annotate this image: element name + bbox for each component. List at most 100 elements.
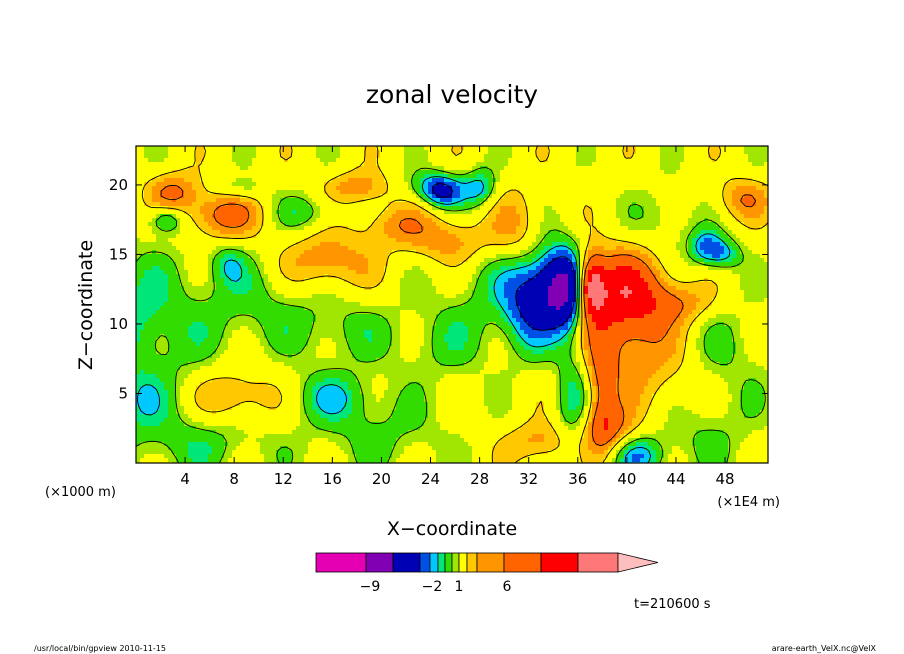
field-cell bbox=[540, 190, 545, 195]
field-cell bbox=[244, 162, 249, 167]
field-cell bbox=[508, 242, 513, 247]
field-cell bbox=[736, 206, 741, 211]
field-cell bbox=[336, 258, 341, 263]
field-cell bbox=[508, 226, 513, 231]
field-cell bbox=[752, 202, 757, 207]
field-cell bbox=[692, 146, 697, 151]
field-cell bbox=[476, 202, 481, 207]
field-cell bbox=[248, 270, 253, 275]
field-cell bbox=[512, 178, 517, 183]
field-cell bbox=[752, 246, 757, 251]
field-cell bbox=[504, 270, 509, 275]
field-cell bbox=[380, 226, 385, 231]
field-cell bbox=[148, 266, 153, 271]
field-cell bbox=[664, 218, 669, 223]
field-cell bbox=[256, 226, 261, 231]
field-cell bbox=[320, 270, 325, 275]
field-cell bbox=[468, 258, 473, 263]
field-cell bbox=[652, 218, 657, 223]
field-cell bbox=[664, 174, 669, 179]
field-cell bbox=[140, 158, 145, 163]
field-cell bbox=[232, 270, 237, 275]
field-cell bbox=[316, 146, 321, 151]
field-cell bbox=[136, 230, 141, 235]
field-cell bbox=[324, 246, 329, 251]
field-cell bbox=[476, 214, 481, 219]
field-cell bbox=[180, 146, 185, 151]
field-cell bbox=[140, 270, 145, 275]
field-cell bbox=[192, 266, 197, 271]
field-cell bbox=[532, 266, 537, 271]
field-cell bbox=[152, 150, 157, 155]
field-cell bbox=[752, 150, 757, 155]
field-cell bbox=[644, 250, 649, 255]
field-cell bbox=[432, 170, 437, 175]
field-cell bbox=[328, 154, 333, 159]
field-cell bbox=[680, 194, 685, 199]
field-cell bbox=[468, 242, 473, 247]
field-cell bbox=[508, 250, 513, 255]
field-cell bbox=[440, 242, 445, 247]
field-cell bbox=[640, 194, 645, 199]
field-cell bbox=[596, 146, 601, 151]
field-cell bbox=[564, 234, 569, 239]
field-cell bbox=[724, 214, 729, 219]
field-cell bbox=[648, 150, 653, 155]
field-cell bbox=[684, 234, 689, 239]
field-cell bbox=[304, 182, 309, 187]
field-cell bbox=[692, 214, 697, 219]
field-cell bbox=[200, 222, 205, 227]
field-cell bbox=[384, 238, 389, 243]
field-cell bbox=[444, 218, 449, 223]
field-cell bbox=[168, 238, 173, 243]
field-cell bbox=[444, 226, 449, 231]
field-cell bbox=[524, 198, 529, 203]
field-cell bbox=[424, 206, 429, 211]
field-cell bbox=[316, 266, 321, 271]
field-cell bbox=[416, 246, 421, 251]
field-cell bbox=[452, 238, 457, 243]
field-cell bbox=[552, 250, 557, 255]
field-cell bbox=[452, 166, 457, 171]
field-cell bbox=[708, 202, 713, 207]
field-cell bbox=[288, 198, 293, 203]
field-cell bbox=[296, 202, 301, 207]
field-cell bbox=[544, 202, 549, 207]
field-cell bbox=[552, 218, 557, 223]
field-cell bbox=[388, 238, 393, 243]
field-cell bbox=[312, 218, 317, 223]
field-cell bbox=[248, 246, 253, 251]
field-cell bbox=[560, 186, 565, 191]
field-cell bbox=[372, 174, 377, 179]
field-cell bbox=[744, 254, 749, 259]
field-cell bbox=[240, 254, 245, 259]
field-cell bbox=[604, 150, 609, 155]
field-cell bbox=[688, 226, 693, 231]
field-cell bbox=[760, 202, 765, 207]
field-cell bbox=[568, 222, 573, 227]
field-cell bbox=[392, 270, 397, 275]
field-cell bbox=[508, 162, 513, 167]
field-cell bbox=[444, 162, 449, 167]
field-cell bbox=[728, 218, 733, 223]
field-cell bbox=[644, 190, 649, 195]
field-cell bbox=[456, 222, 461, 227]
field-cell bbox=[632, 234, 637, 239]
field-cell bbox=[744, 222, 749, 227]
field-cell bbox=[732, 254, 737, 259]
field-cell bbox=[748, 262, 753, 267]
field-cell bbox=[708, 154, 713, 159]
field-cell bbox=[672, 206, 677, 211]
field-cell bbox=[596, 194, 601, 199]
field-cell bbox=[468, 270, 473, 275]
field-cell bbox=[332, 150, 337, 155]
field-cell bbox=[316, 194, 321, 199]
field-cell bbox=[544, 174, 549, 179]
field-cell bbox=[420, 170, 425, 175]
field-cell bbox=[412, 190, 417, 195]
field-cell bbox=[604, 266, 609, 271]
field-cell bbox=[356, 242, 361, 247]
field-cell bbox=[588, 238, 593, 243]
field-cell bbox=[140, 214, 145, 219]
field-cell bbox=[476, 238, 481, 243]
